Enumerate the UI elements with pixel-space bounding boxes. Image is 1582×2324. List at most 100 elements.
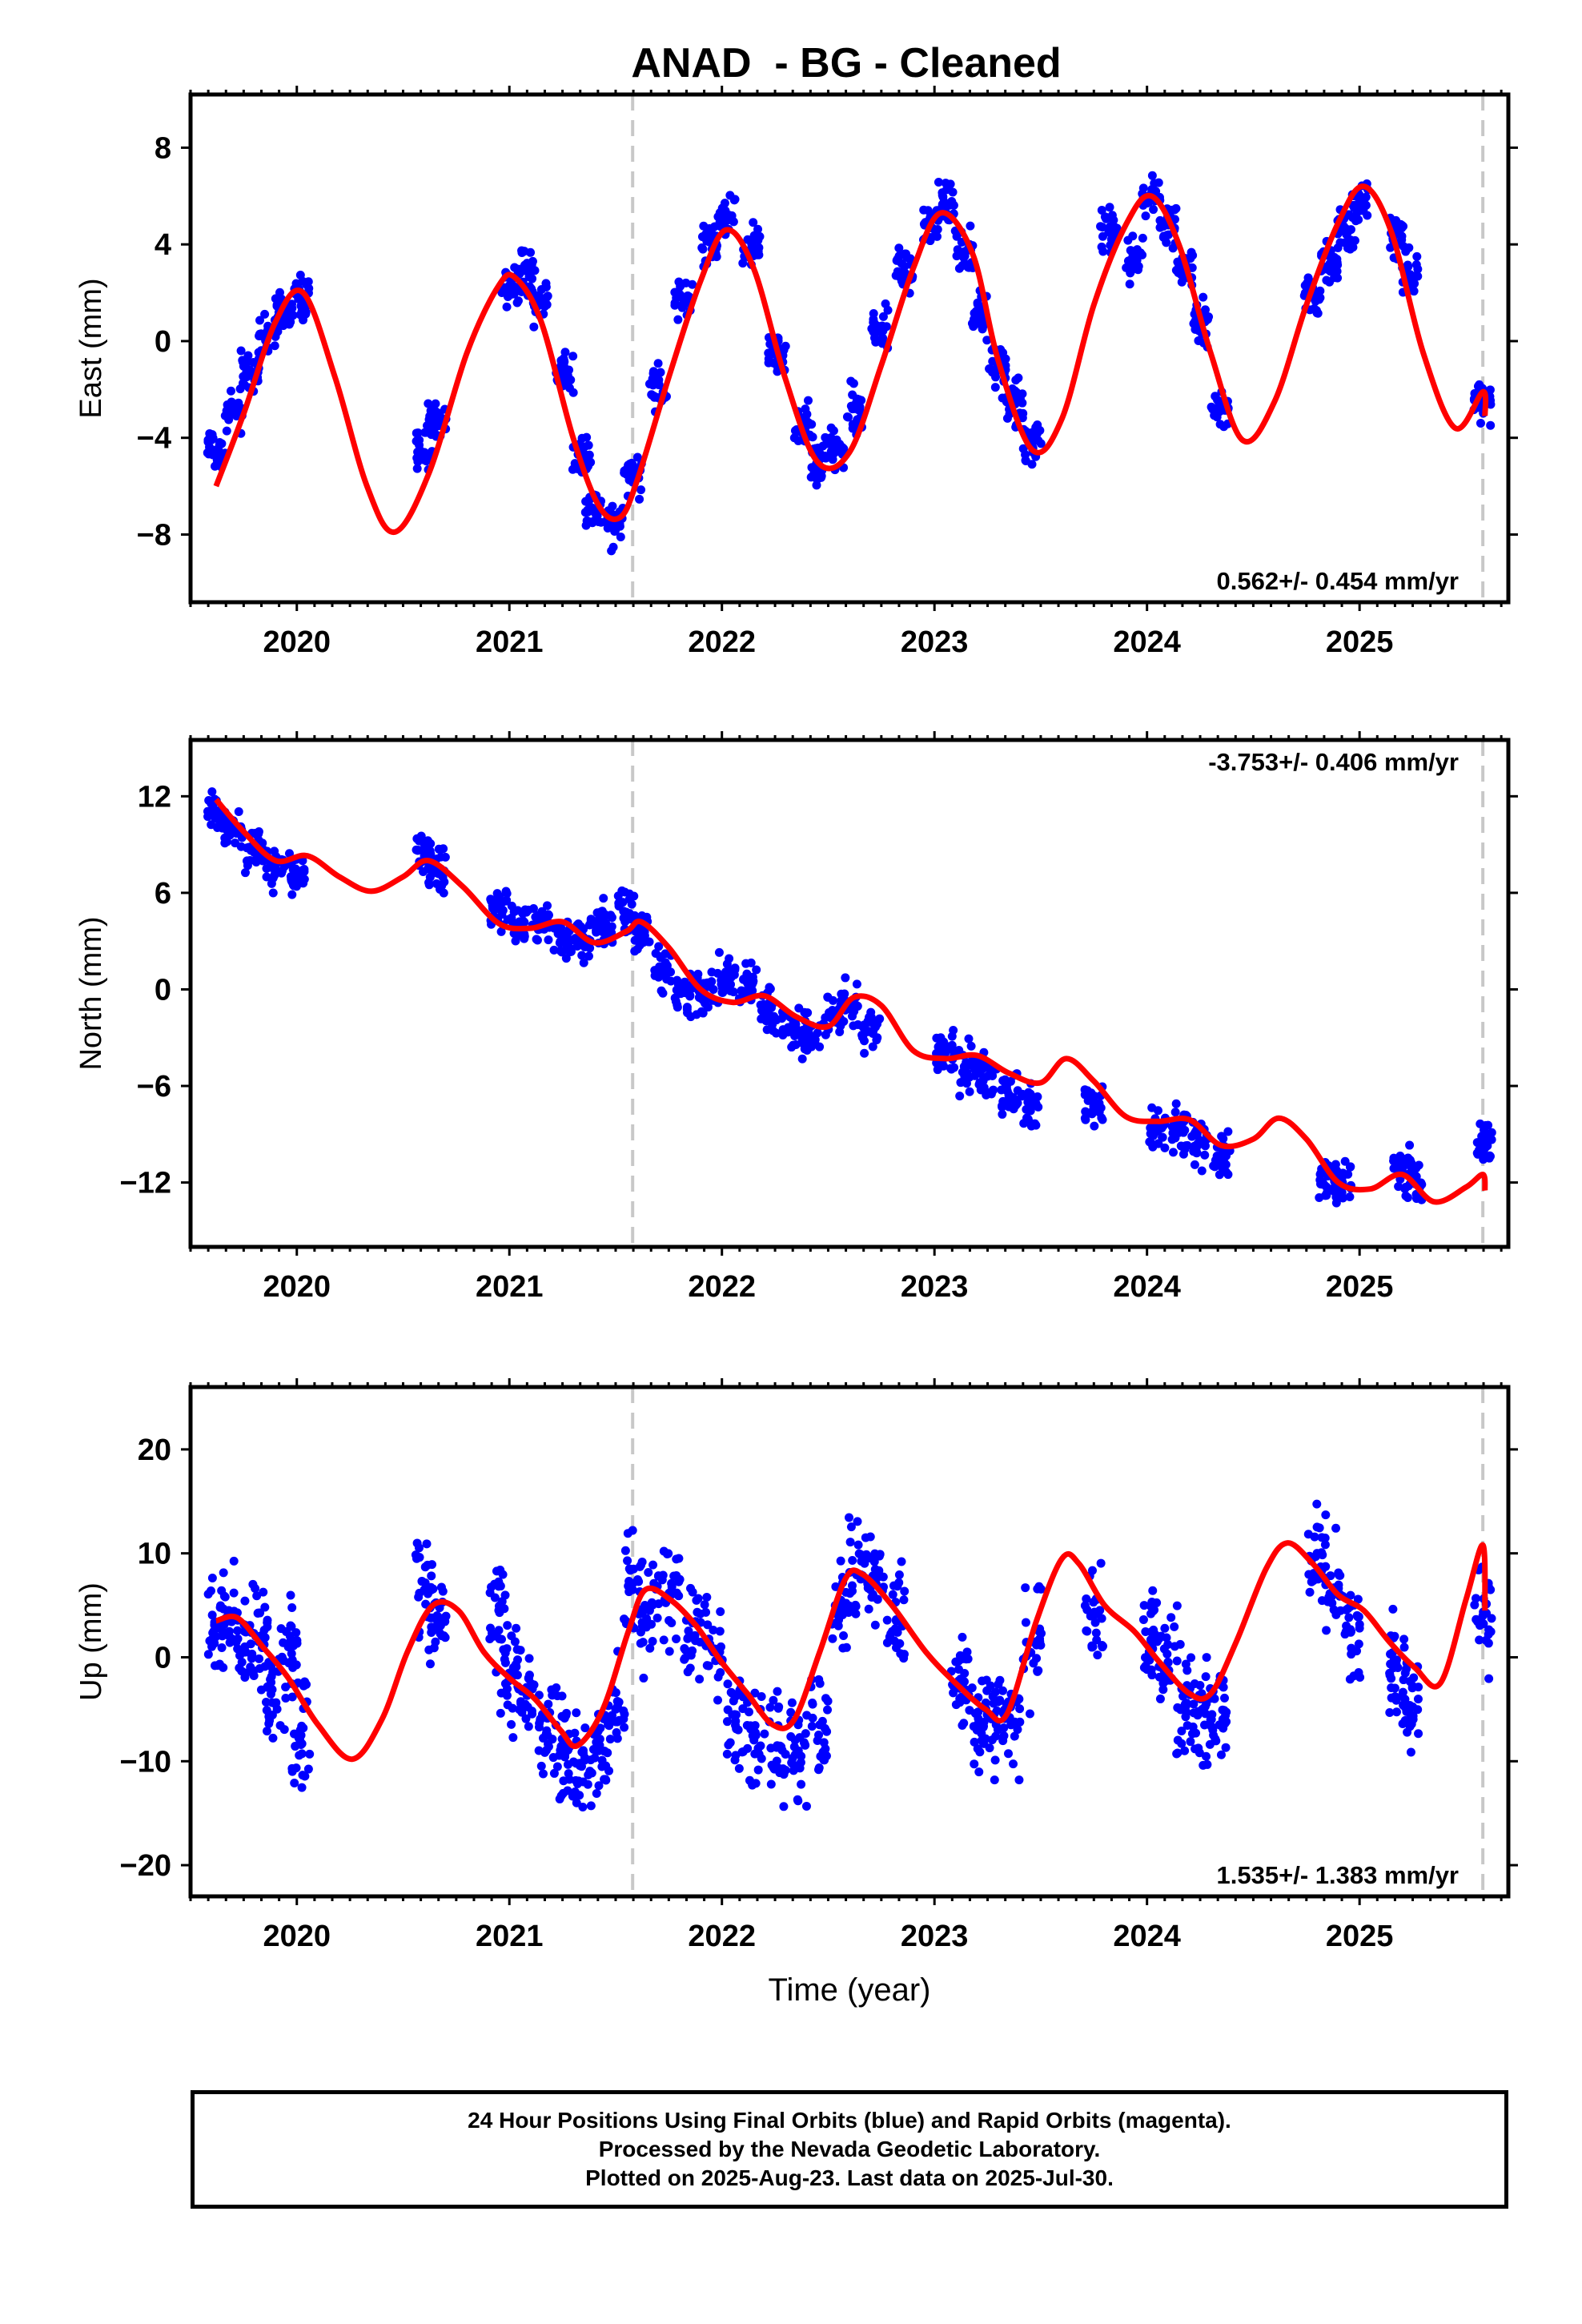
up-data-point [1486, 1626, 1496, 1636]
up-data-point [1166, 1613, 1176, 1622]
up-data-point [233, 1626, 243, 1635]
north-y-axis-label: North (mm) [74, 916, 108, 1070]
east-data-point [826, 423, 836, 432]
up-data-point [1407, 1683, 1417, 1693]
east-data-point [299, 316, 308, 325]
up-data-point [272, 1704, 282, 1714]
east-data-point [803, 396, 813, 405]
up-data-point [1156, 1631, 1166, 1641]
north-fit-curve [214, 798, 1488, 1205]
figure-title: ANAD - BG - Cleaned [631, 40, 1061, 86]
up-data-point [1320, 1540, 1330, 1550]
east-data-point [424, 415, 434, 424]
up-data-point [260, 1602, 270, 1612]
east-data-point [673, 315, 683, 324]
north-data-point [849, 1021, 858, 1031]
up-data-point [295, 1751, 304, 1760]
up-data-point [601, 1775, 611, 1785]
up-data-point [623, 1556, 632, 1566]
up-data-point [1484, 1674, 1494, 1683]
north-data-point [1221, 1160, 1231, 1169]
east-data-point [520, 260, 529, 270]
up-data-point [440, 1633, 450, 1642]
east-data-point [945, 200, 954, 210]
east-data-point [1150, 179, 1159, 188]
east-data-point [526, 247, 536, 257]
east-data-point [304, 283, 314, 293]
east-data-point [765, 350, 775, 360]
up-data-point [769, 1764, 779, 1774]
east-data-point [676, 282, 685, 292]
up-data-point [423, 1560, 432, 1570]
north-data-point [709, 985, 718, 995]
up-data-point [753, 1765, 763, 1775]
up-data-point [528, 1709, 537, 1719]
east-data-point [1199, 292, 1208, 302]
east-data-point [849, 379, 858, 388]
north-data-point [703, 978, 713, 987]
north-data-point [1178, 1149, 1188, 1159]
up-data-point [1413, 1705, 1423, 1715]
up-data-point [808, 1698, 817, 1707]
east-data-point [821, 453, 830, 463]
up-data-point [240, 1647, 250, 1657]
up-data-point [1193, 1707, 1203, 1716]
up-data-point [1082, 1594, 1091, 1604]
up-data-point [732, 1724, 741, 1734]
north-rate-annotation: -3.753+/- 0.406 mm/yr [1208, 748, 1459, 776]
up-data-point [524, 1671, 534, 1680]
up-data-point [1172, 1601, 1182, 1610]
north-data-point [950, 1063, 959, 1072]
up-data-point [801, 1801, 811, 1811]
east-data-point [506, 290, 516, 300]
east-data-point [260, 309, 270, 319]
up-data-point [1327, 1598, 1337, 1608]
up-data-point [683, 1667, 693, 1677]
up-data-point [207, 1574, 217, 1583]
east-data-point [702, 236, 712, 246]
east-data-point [934, 177, 943, 187]
up-data-point [1218, 1705, 1227, 1715]
north-data-point [1017, 1092, 1026, 1101]
north-data-point [496, 927, 506, 936]
north-y-tick-label: −6 [137, 1070, 171, 1104]
up-data-point [1147, 1598, 1157, 1607]
north-data-point [414, 846, 424, 855]
east-data-point [416, 452, 426, 462]
up-data-point [1310, 1532, 1319, 1542]
up-data-point [951, 1657, 961, 1667]
up-data-point [1210, 1694, 1219, 1703]
north-data-point [779, 1026, 789, 1035]
north-data-point [1081, 1107, 1090, 1116]
east-y-axis-label: East (mm) [74, 278, 108, 418]
up-y-tick-label: 10 [138, 1538, 171, 1571]
up-data-point [268, 1667, 278, 1677]
up-data-point [541, 1746, 551, 1755]
north-data-point [797, 1054, 807, 1063]
up-data-point [259, 1587, 268, 1597]
up-data-point [503, 1684, 512, 1694]
up-data-point [1386, 1659, 1395, 1669]
north-data-point [565, 947, 575, 957]
east-data-point [871, 337, 881, 347]
up-data-point [213, 1661, 223, 1671]
up-data-point [502, 1644, 512, 1654]
east-data-point [878, 312, 888, 321]
up-data-point [878, 1572, 888, 1582]
north-data-point [787, 1043, 797, 1052]
up-data-point [1201, 1709, 1211, 1719]
up-data-point [605, 1712, 615, 1722]
east-data-point [1097, 242, 1106, 251]
east-data-point [1018, 389, 1027, 399]
up-data-point [1086, 1611, 1095, 1621]
north-data-point [1160, 1143, 1170, 1152]
up-data-point [970, 1737, 979, 1747]
up-y-tick-label: −10 [120, 1745, 171, 1779]
up-data-point [1089, 1598, 1098, 1607]
east-data-point [287, 304, 297, 313]
up-data-point [207, 1610, 217, 1620]
up-data-point [1353, 1612, 1363, 1622]
up-data-point [985, 1743, 994, 1753]
up-data-point [1391, 1707, 1401, 1717]
up-data-point [831, 1582, 841, 1591]
